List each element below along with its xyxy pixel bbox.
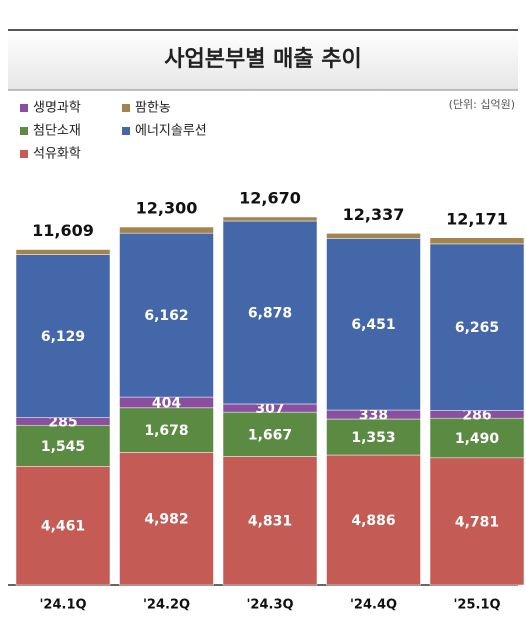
segment-label: 307 (255, 401, 284, 417)
total-label: 12,670 (239, 189, 301, 208)
legend-swatch (20, 127, 28, 135)
total-label: 12,300 (136, 199, 198, 218)
bar-segment (15, 249, 111, 255)
segment-label: 1,545 (41, 439, 85, 455)
x-tick-label: '24.2Q (143, 598, 190, 613)
bar-segment (119, 226, 214, 234)
bar-segment (429, 457, 525, 586)
legend-label: 에너지솔루션 (135, 124, 207, 139)
segment-label: 6,265 (455, 320, 499, 336)
segment-label: 286 (462, 407, 491, 423)
segment-label: 1,490 (455, 431, 500, 447)
bar-segment (15, 466, 111, 586)
x-tick-label: '24.3Q (246, 598, 293, 613)
legend-label: 석유화학 (33, 147, 81, 162)
bar-segment (326, 418, 421, 456)
bar-segment (222, 456, 318, 586)
bar-segment (222, 216, 318, 222)
legend-swatch (122, 127, 130, 135)
segment-label: 338 (359, 408, 388, 424)
legend-swatch (20, 150, 28, 158)
segment-label: 6,162 (144, 308, 188, 324)
chart-title: 사업본부별 매출 추이 (164, 47, 361, 72)
legend-swatch (122, 104, 130, 112)
segment-label: 4,461 (41, 519, 85, 535)
legend-label: 팜한농 (135, 101, 171, 116)
bar-segment (429, 237, 525, 245)
segment-label: 4,831 (248, 514, 292, 530)
legend-label: 첨단소재 (33, 124, 81, 139)
total-label: 11,609 (32, 221, 94, 240)
x-tick-label: '24.4Q (350, 598, 397, 613)
segment-label: 4,886 (351, 513, 395, 529)
bar-segment (222, 220, 318, 405)
segment-label: 1,678 (144, 423, 188, 439)
bar-segment (429, 417, 525, 459)
bar-segment (119, 452, 214, 586)
segment-label: 1,353 (351, 430, 395, 446)
segment-label: 404 (152, 395, 181, 411)
bar-segment (326, 454, 421, 586)
bar-segment (119, 232, 214, 398)
segment-label: 6,129 (41, 329, 85, 345)
bar-segment (326, 233, 421, 239)
segment-label: 6,878 (248, 305, 292, 321)
segment-label: 6,451 (351, 317, 395, 333)
title-box (8, 30, 518, 90)
total-label: 12,337 (343, 205, 405, 224)
segment-label: 1,667 (248, 427, 292, 443)
segment-label: 4,982 (144, 512, 188, 528)
segment-label: 285 (48, 414, 77, 430)
bar-segment (222, 411, 318, 457)
bar-segment (15, 424, 111, 467)
segment-label: 4,781 (455, 514, 499, 530)
legend-label: 생명과학 (33, 101, 81, 116)
x-tick-label: '25.1Q (453, 598, 500, 613)
legend-swatch (20, 104, 28, 112)
total-label: 12,171 (446, 209, 508, 228)
unit-label: (단위: 십억원) (449, 98, 515, 111)
bar-segment (429, 243, 525, 411)
x-tick-label: '24.1Q (39, 598, 86, 613)
bar-segment (326, 238, 421, 411)
